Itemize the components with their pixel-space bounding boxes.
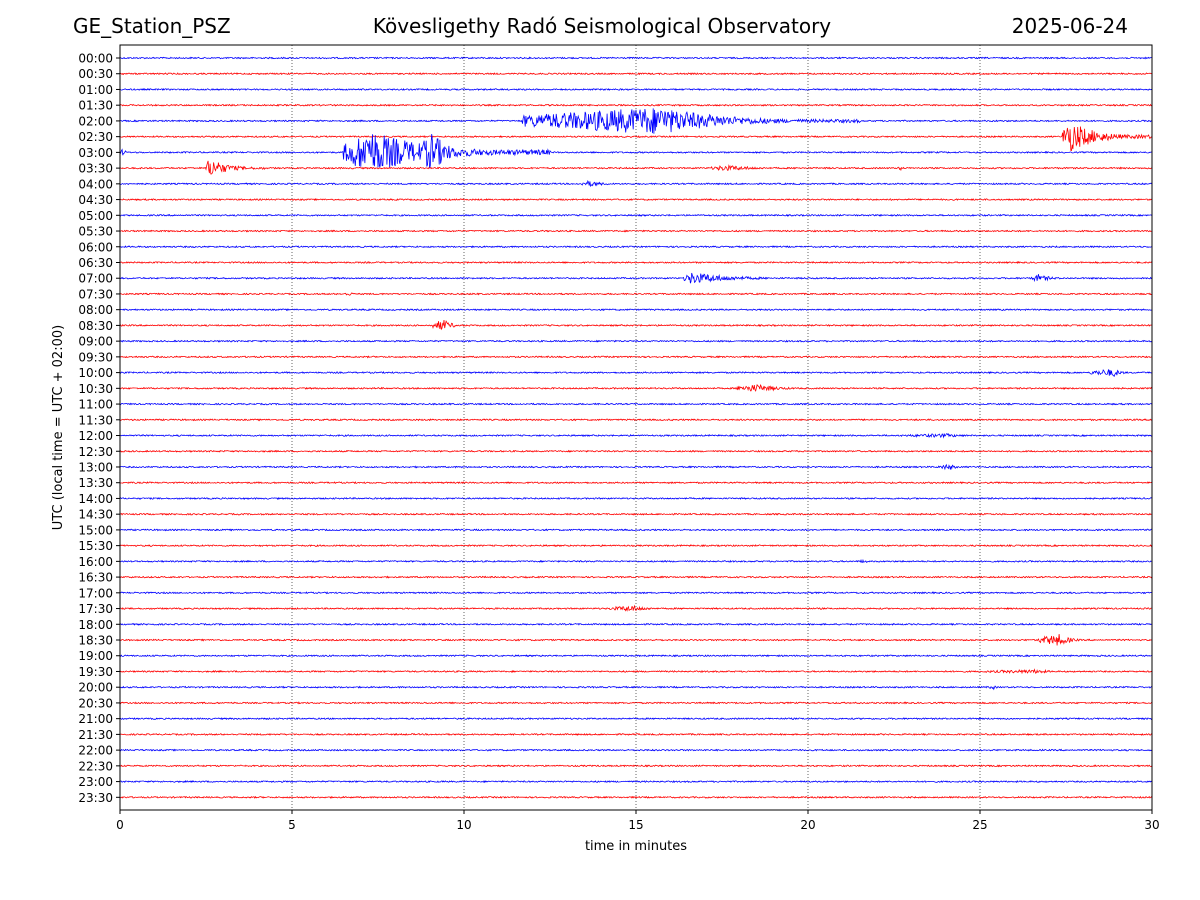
y-tick-label: 10:30 bbox=[78, 382, 113, 396]
y-tick-label: 17:30 bbox=[78, 602, 113, 616]
trace-line bbox=[119, 108, 1153, 134]
x-tick-label: 20 bbox=[800, 818, 815, 832]
y-tick-label: 18:00 bbox=[78, 618, 113, 632]
y-tick-label: 01:30 bbox=[78, 99, 113, 113]
x-tick-label: 5 bbox=[288, 818, 296, 832]
y-tick-label: 09:30 bbox=[78, 350, 113, 364]
y-tick-label: 23:00 bbox=[78, 775, 113, 789]
y-tick-label: 20:00 bbox=[78, 681, 113, 695]
trace-line bbox=[119, 133, 1153, 169]
trace-line bbox=[119, 780, 1153, 784]
trace-line bbox=[119, 339, 1153, 343]
x-tick-label: 15 bbox=[628, 818, 643, 832]
y-tick-label: 05:30 bbox=[78, 225, 113, 239]
trace-line bbox=[119, 463, 1153, 471]
y-tick-label: 16:00 bbox=[78, 555, 113, 569]
y-tick-label: 14:30 bbox=[78, 508, 113, 522]
y-tick-label: 10:00 bbox=[78, 366, 113, 380]
y-tick-label: 16:30 bbox=[78, 571, 113, 585]
observatory-title: Kövesligethy Radó Seismological Observat… bbox=[372, 14, 832, 38]
y-tick-label: 22:00 bbox=[78, 744, 113, 758]
y-tick-label: 11:30 bbox=[78, 413, 113, 427]
y-tick-label: 03:30 bbox=[78, 162, 113, 176]
trace-line bbox=[119, 402, 1153, 406]
trace-line bbox=[120, 717, 1153, 721]
y-tick-label: 14:00 bbox=[78, 492, 113, 506]
trace-line bbox=[119, 732, 1153, 736]
trace-line bbox=[119, 528, 1153, 532]
y-tick-label: 18:30 bbox=[78, 634, 113, 648]
trace-line bbox=[120, 795, 1153, 799]
station-name: GE_Station_PSZ bbox=[73, 14, 231, 38]
x-tick-label: 10 bbox=[456, 818, 471, 832]
x-tick-label: 30 bbox=[1144, 818, 1159, 832]
y-tick-label: 02:30 bbox=[78, 130, 113, 144]
y-tick-label: 07:00 bbox=[78, 272, 113, 286]
y-tick-label: 19:30 bbox=[78, 665, 113, 679]
y-tick-label: 05:00 bbox=[78, 209, 113, 223]
trace-line bbox=[119, 591, 1153, 595]
trace-line bbox=[119, 72, 1153, 76]
trace-line bbox=[119, 272, 1153, 284]
trace-line bbox=[119, 260, 1153, 265]
y-tick-label: 08:00 bbox=[78, 303, 113, 317]
y-tick-label: 04:00 bbox=[78, 177, 113, 191]
y-tick-label: 04:30 bbox=[78, 193, 113, 207]
x-axis-label: time in minutes bbox=[585, 839, 687, 854]
y-tick-label: 01:00 bbox=[78, 83, 113, 97]
y-tick-label: 20:30 bbox=[78, 696, 113, 710]
trace-line bbox=[119, 668, 1153, 675]
y-tick-label: 19:00 bbox=[78, 649, 113, 663]
y-tick-label: 08:30 bbox=[78, 319, 113, 333]
y-tick-label: 22:30 bbox=[78, 759, 113, 773]
y-tick-label: 21:00 bbox=[78, 712, 113, 726]
trace-line bbox=[119, 126, 1153, 151]
trace-line bbox=[119, 654, 1153, 658]
y-tick-label: 06:30 bbox=[78, 256, 113, 270]
y-tick-label: 13:00 bbox=[78, 460, 113, 474]
trace-line bbox=[119, 383, 1153, 392]
y-tick-label: 00:30 bbox=[78, 67, 113, 81]
y-tick-label: 12:30 bbox=[78, 445, 113, 459]
trace-line bbox=[119, 87, 1153, 91]
y-tick-label: 03:00 bbox=[78, 146, 113, 160]
trace-line bbox=[119, 198, 1153, 202]
y-tick-label: 23:30 bbox=[78, 791, 113, 805]
y-axis-label: UTC (local time = UTC + 02:00) bbox=[51, 325, 66, 530]
trace-line bbox=[119, 213, 1153, 217]
x-tick-label: 25 bbox=[972, 818, 987, 832]
y-tick-label: 11:00 bbox=[78, 398, 113, 412]
y-tick-label: 09:00 bbox=[78, 335, 113, 349]
x-tick-group: 0 5 10 15 20 25 30 bbox=[116, 810, 1160, 832]
y-tick-label: 21:30 bbox=[78, 728, 113, 742]
y-tick-label: 17:00 bbox=[78, 586, 113, 600]
y-tick-label: 06:00 bbox=[78, 240, 113, 254]
y-tick-label: 02:00 bbox=[78, 114, 113, 128]
y-tick-label: 15:30 bbox=[78, 539, 113, 553]
y-tick-label: 15:00 bbox=[78, 523, 113, 537]
x-tick-label: 0 bbox=[116, 818, 124, 832]
y-tick-label: 07:30 bbox=[78, 287, 113, 301]
date-label: 2025-06-24 bbox=[1011, 14, 1128, 38]
y-tick-label: 00:00 bbox=[78, 52, 113, 66]
y-tick-label: 13:30 bbox=[78, 476, 113, 490]
y-tick-label: 12:00 bbox=[78, 429, 113, 443]
